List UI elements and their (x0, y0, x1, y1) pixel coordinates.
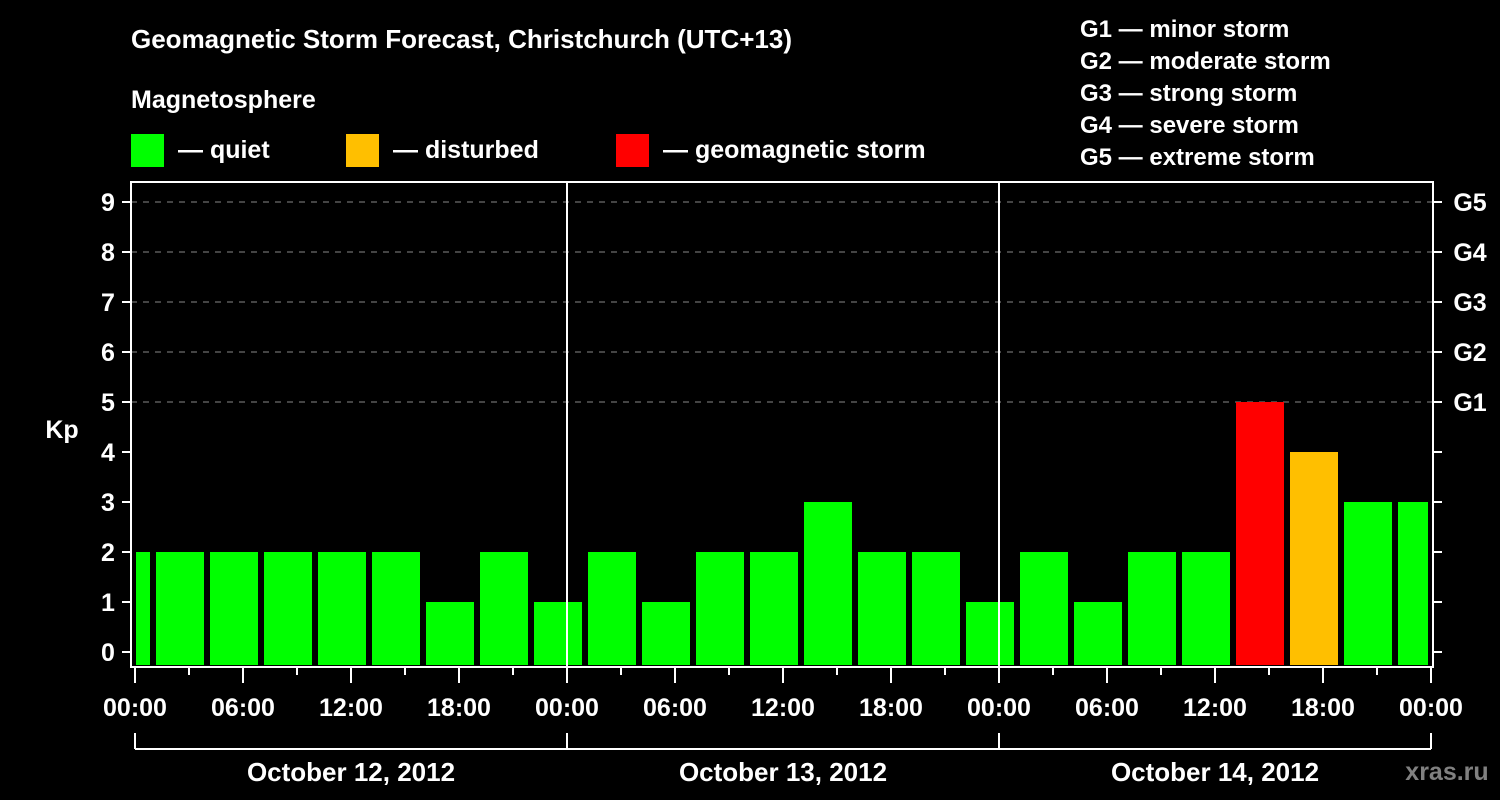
x-tick-label: 18:00 (427, 694, 491, 722)
quiet-swatch-icon (131, 134, 164, 167)
watermark: xras.ru (1405, 758, 1488, 786)
y-axis-label: Kp (45, 416, 78, 444)
storm-scale-g5: G5 — extreme storm (1080, 144, 1315, 171)
legend-label-quiet: — quiet (178, 136, 270, 164)
storm-scale-g3: G3 — strong storm (1080, 80, 1298, 107)
storm-swatch-icon (616, 134, 649, 167)
g-scale-label: G4 (1453, 239, 1486, 267)
y-tick-label: 9 (101, 189, 115, 217)
y-tick-label: 3 (101, 489, 115, 517)
x-tick-label: 00:00 (967, 694, 1031, 722)
x-tick-label: 12:00 (319, 694, 383, 722)
y-tick-label: 6 (101, 339, 115, 367)
x-tick-label: 06:00 (1075, 694, 1139, 722)
g-scale-label: G1 (1453, 389, 1486, 417)
legend-item-disturbed: — disturbed (346, 134, 539, 167)
kp-bar (1236, 402, 1284, 665)
x-tick-label: 12:00 (751, 694, 815, 722)
bars (136, 402, 1428, 665)
kp-bar (588, 552, 636, 665)
kp-bar (642, 602, 690, 665)
legend-label-storm: — geomagnetic storm (663, 136, 926, 164)
kp-bar (136, 552, 150, 665)
legend-item-storm: — geomagnetic storm (616, 134, 926, 167)
day-label: October 13, 2012 (679, 757, 887, 787)
x-tick-label: 00:00 (103, 694, 167, 722)
kp-bar (966, 602, 1014, 665)
storm-scale-g2: G2 — moderate storm (1080, 48, 1331, 75)
storm-scale-g4: G4 — severe storm (1080, 112, 1299, 139)
x-tick-label: 12:00 (1183, 694, 1247, 722)
storm-scale-legend: G1 — minor storm G2 — moderate storm G3 … (1080, 14, 1331, 174)
axis-labels: 0 1 2 3 4 5 6 7 8 9 G1 G2 G3 G4 G5 00:00 06:00 12:00 18:00… (101, 189, 1487, 787)
gridlines (131, 201, 1433, 403)
y-tick-label: 2 (101, 539, 115, 567)
kp-bar (534, 602, 582, 665)
kp-bar (210, 552, 258, 665)
kp-bar (372, 552, 420, 665)
kp-bar (1128, 552, 1176, 665)
kp-bar (1074, 602, 1122, 665)
y-tick-label: 0 (101, 639, 115, 667)
kp-bar (804, 502, 852, 665)
y-tick-label: 7 (101, 289, 115, 317)
g-scale-label: G2 (1453, 339, 1486, 367)
disturbed-swatch-icon (346, 134, 379, 167)
x-tick-label: 06:00 (211, 694, 275, 722)
kp-bar (1398, 502, 1428, 665)
kp-bar (264, 552, 312, 665)
legend-label-disturbed: — disturbed (393, 136, 539, 164)
kp-bar (480, 552, 528, 665)
kp-bar (912, 552, 960, 665)
day-label: October 12, 2012 (247, 757, 455, 787)
x-tick-label: 06:00 (643, 694, 707, 722)
legend-item-quiet: — quiet (131, 134, 270, 167)
y-tick-label: 5 (101, 389, 115, 417)
g-scale-label: G3 (1453, 289, 1486, 317)
kp-bar (426, 602, 474, 665)
x-tick-label: 00:00 (535, 694, 599, 722)
storm-scale-g1: G1 — minor storm (1080, 16, 1290, 43)
g-scale-label: G5 (1453, 189, 1486, 217)
kp-bar (1344, 502, 1392, 665)
axes (122, 181, 1442, 750)
kp-bar (318, 552, 366, 665)
kp-bar (696, 552, 744, 665)
kp-bar (156, 552, 204, 665)
y-tick-label: 4 (101, 439, 115, 467)
legend-heading: Magnetosphere (131, 86, 316, 114)
kp-bar (858, 552, 906, 665)
x-tick-label: 18:00 (859, 694, 923, 722)
x-tick-label: 18:00 (1291, 694, 1355, 722)
y-tick-label: 8 (101, 239, 115, 267)
kp-bar (750, 552, 798, 665)
kp-bar (1020, 552, 1068, 665)
kp-bar (1290, 452, 1338, 665)
day-label: October 14, 2012 (1111, 757, 1319, 787)
chart-title: Geomagnetic Storm Forecast, Christchurch… (131, 24, 792, 54)
x-tick-label: 00:00 (1399, 694, 1463, 722)
y-tick-label: 1 (101, 589, 115, 617)
kp-bar (1182, 552, 1230, 665)
